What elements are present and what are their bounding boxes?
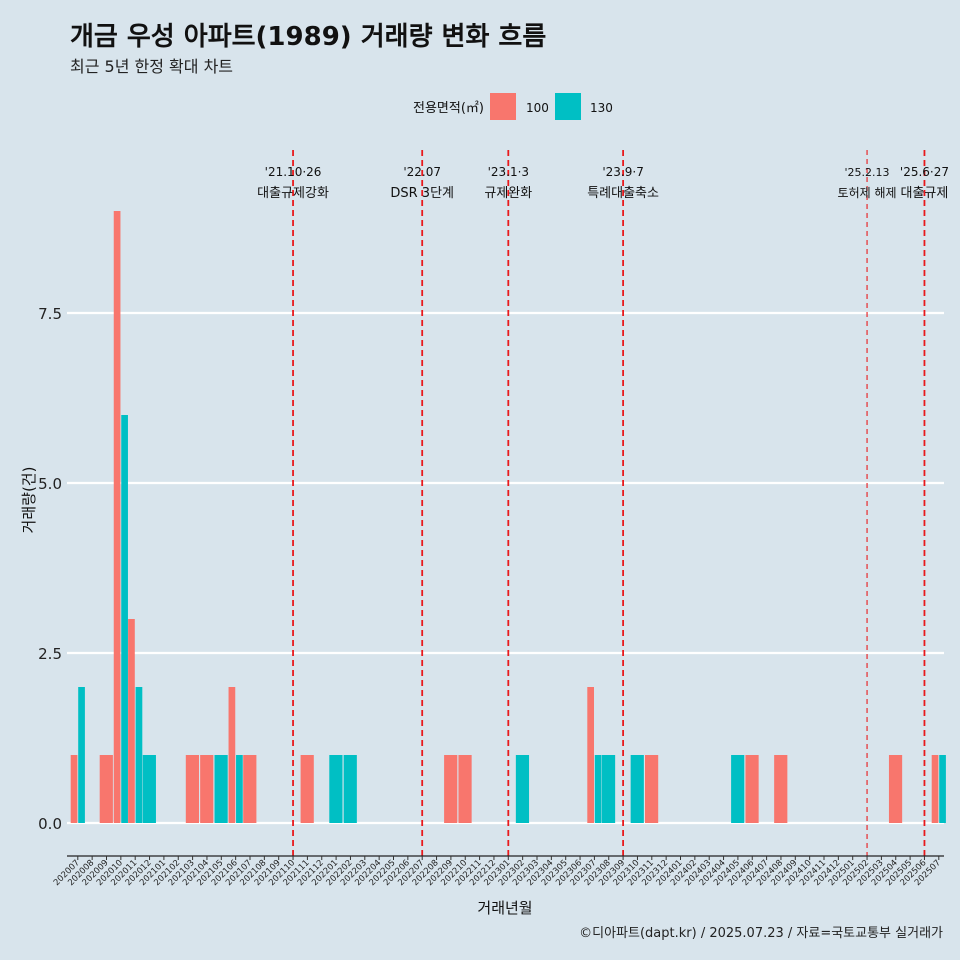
bar-100-202009 [99,755,113,823]
event-label: 규제완화 [484,186,532,201]
legend-label-100: 100 [526,101,549,115]
event-date-label: '22.07 [403,165,441,179]
bar-100-202406 [745,755,759,823]
legend-label-130: 130 [590,101,613,115]
bar-100-202011 [128,619,135,823]
bar-100-202209 [444,755,458,823]
bar-130-202308 [601,755,616,823]
bar-100-202408 [774,755,788,823]
event-date-label: '25.6·27 [900,165,949,179]
bar-100-202106 [228,687,236,823]
event-label: 대출규제 [901,186,949,201]
bar-130-202507 [939,755,946,823]
event-label: 토허제 해제 [838,186,897,200]
event-date-label: '25.2.13 [845,166,890,179]
chart-title: 개금 우성 아파트(1989) 거래량 변화 흐름 [70,22,547,52]
legend-swatch-100 [490,93,516,120]
bar-130-202012 [142,755,156,823]
bar-100-202111 [300,755,314,823]
bar-130-202310 [630,755,644,823]
y-tick-label: 2.5 [38,645,62,663]
event-date-label: '23.9·7 [602,165,643,179]
bar-130-202106 [236,755,243,823]
y-tick-label: 0.0 [38,815,62,833]
event-label: 대출규제강화 [257,186,329,201]
bar-130-202405 [731,755,745,823]
bar-130-202202 [343,755,357,823]
bar-100-202007 [70,755,78,823]
caption: ©디아파트(dapt.kr) / 2025.07.23 / 자료=국토교통부 실… [579,926,943,941]
legend: 전용면적(㎡) 100 130 [413,93,613,120]
bar-130-202010 [121,415,128,823]
bar-100-202504 [888,755,903,823]
y-axis-title: 거래량(건) [20,467,38,534]
bar-100-202307 [587,687,594,823]
x-axis-title: 거래년월 [477,899,532,917]
bar-100-202107 [243,755,257,823]
bar-130-202201 [329,755,343,823]
event-label: DSR 3단계 [390,186,454,201]
bar-130-202302 [515,755,530,823]
event-label: 특례대출축소 [587,186,659,201]
chart-subtitle: 최근 5년 한정 확대 차트 [70,57,234,76]
bar-100-202507 [931,755,939,823]
bar-100-202010 [113,211,121,823]
bar-100-202210 [458,755,472,823]
y-tick-label: 7.5 [38,305,62,323]
bar-130-202105 [214,755,228,823]
bar-130-202007 [78,687,85,823]
bar-130-202307 [594,755,602,823]
bar-100-202104 [200,755,214,823]
y-tick-label: 5.0 [38,475,62,493]
event-date-label: '21.10·26 [265,165,322,179]
bar-100-202103 [185,755,199,823]
event-date-label: '23.1·3 [488,165,529,179]
bar-100-202311 [645,755,659,823]
legend-title: 전용면적(㎡) [413,101,484,116]
legend-swatch-130 [555,93,581,120]
bar-130-202011 [135,687,143,823]
